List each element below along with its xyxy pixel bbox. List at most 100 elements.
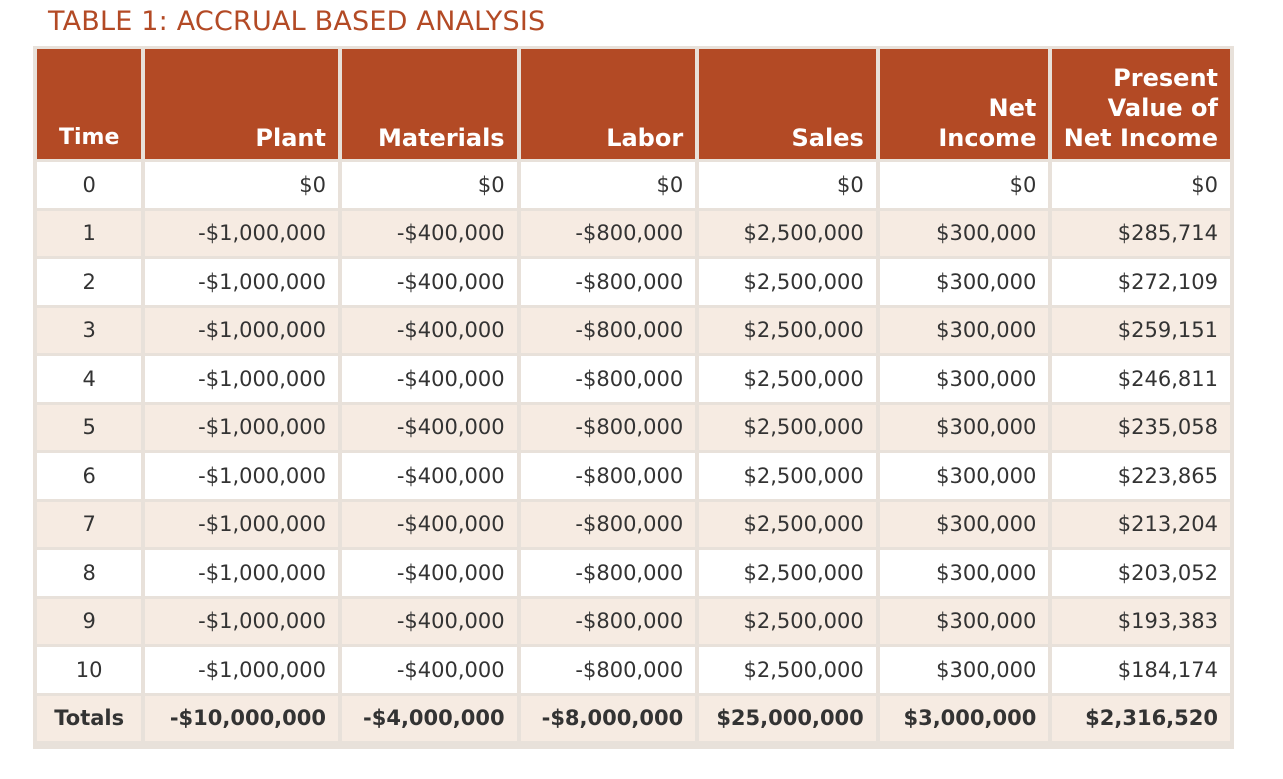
totals-plant: -$10,000,000 (145, 695, 338, 741)
cell-materials: -$400,000 (342, 453, 517, 499)
cell-labor: -$800,000 (520, 259, 696, 305)
header-row: Time Plant Materials Labor Sales Net Inc… (37, 49, 1230, 159)
table-row: 9 -$1,000,000 -$400,000 -$800,000 $2,500,000… (37, 598, 1230, 644)
cell-time: 3 (37, 307, 142, 353)
cell-materials: -$400,000 (342, 356, 517, 402)
cell-net-income: $300,000 (879, 259, 1049, 305)
header-plant: Plant (145, 49, 338, 159)
cell-labor: -$800,000 (520, 307, 696, 353)
cell-time: 5 (37, 404, 142, 450)
cell-materials: -$400,000 (342, 647, 517, 693)
cell-sales: $2,500,000 (699, 210, 876, 256)
cell-sales: $2,500,000 (699, 453, 876, 499)
cell-plant: -$1,000,000 (145, 404, 338, 450)
table-title: TABLE 1: ACCRUAL BASED ANALYSIS (48, 6, 546, 37)
cell-time: 0 (37, 162, 142, 208)
cell-net-income: $300,000 (879, 210, 1049, 256)
cell-net-income: $300,000 (879, 307, 1049, 353)
cell-net-income: $300,000 (879, 598, 1049, 644)
cell-plant: -$1,000,000 (145, 598, 338, 644)
cell-net-income: $300,000 (879, 453, 1049, 499)
table-row: 0 $0 $0 $0 $0 $0 $0 (37, 162, 1230, 208)
cell-present-value: $203,052 (1052, 550, 1230, 596)
header-materials: Materials (342, 49, 517, 159)
header-pv-line-3: Net Income (1063, 124, 1218, 152)
cell-present-value: $272,109 (1052, 259, 1230, 305)
table-row: 5 -$1,000,000 -$400,000 -$800,000 $2,500,000… (37, 404, 1230, 450)
table-row: 2 -$1,000,000 -$400,000 -$800,000 $2,500,000… (37, 259, 1230, 305)
cell-labor: -$800,000 (520, 598, 696, 644)
cell-sales: $2,500,000 (699, 356, 876, 402)
totals-row: Totals -$10,000,000 -$4,000,000 -$8,000,000… (37, 695, 1230, 741)
cell-net-income: $300,000 (879, 647, 1049, 693)
cell-net-income: $300,000 (879, 550, 1049, 596)
cell-present-value: $285,714 (1052, 210, 1230, 256)
cell-time: 2 (37, 259, 142, 305)
totals-time: Totals (37, 695, 142, 741)
table-container: Time Plant Materials Labor Sales Net Inc… (33, 46, 1234, 749)
cell-materials: -$400,000 (342, 210, 517, 256)
cell-present-value: $259,151 (1052, 307, 1230, 353)
cell-plant: -$1,000,000 (145, 356, 338, 402)
cell-present-value: $213,204 (1052, 501, 1230, 547)
cell-net-income: $0 (879, 162, 1049, 208)
cell-materials: $0 (342, 162, 517, 208)
cell-sales: $0 (699, 162, 876, 208)
accrual-analysis-table: Time Plant Materials Labor Sales Net Inc… (33, 46, 1234, 744)
table-row: 7 -$1,000,000 -$400,000 -$800,000 $2,500,000… (37, 501, 1230, 547)
table-row: 6 -$1,000,000 -$400,000 -$800,000 $2,500,000… (37, 453, 1230, 499)
totals-net-income: $3,000,000 (879, 695, 1049, 741)
cell-time: 8 (37, 550, 142, 596)
cell-sales: $2,500,000 (699, 307, 876, 353)
cell-net-income: $300,000 (879, 501, 1049, 547)
header-net-income: Net Income (879, 49, 1049, 159)
table-body: 0 $0 $0 $0 $0 $0 $0 1 -$1,000,000 -$400,000 -$800,… (37, 162, 1230, 741)
cell-labor: $0 (520, 162, 696, 208)
cell-present-value: $0 (1052, 162, 1230, 208)
header-pv-line-1: Present (1113, 64, 1218, 92)
cell-materials: -$400,000 (342, 307, 517, 353)
cell-materials: -$400,000 (342, 598, 517, 644)
cell-sales: $2,500,000 (699, 259, 876, 305)
cell-materials: -$400,000 (342, 259, 517, 305)
totals-materials: -$4,000,000 (342, 695, 517, 741)
table-row: 10 -$1,000,000 -$400,000 -$800,000 $2,500,00… (37, 647, 1230, 693)
cell-materials: -$400,000 (342, 550, 517, 596)
cell-time: 1 (37, 210, 142, 256)
table-row: 4 -$1,000,000 -$400,000 -$800,000 $2,500,000… (37, 356, 1230, 402)
header-labor: Labor (520, 49, 696, 159)
cell-sales: $2,500,000 (699, 501, 876, 547)
cell-present-value: $193,383 (1052, 598, 1230, 644)
header-present-value: Present Value of Net Income (1052, 49, 1230, 159)
cell-labor: -$800,000 (520, 550, 696, 596)
cell-time: 7 (37, 501, 142, 547)
cell-materials: -$400,000 (342, 404, 517, 450)
totals-present-value: $2,316,520 (1052, 695, 1230, 741)
cell-present-value: $223,865 (1052, 453, 1230, 499)
cell-plant: -$1,000,000 (145, 259, 338, 305)
header-net-income-line-2: Income (938, 124, 1037, 152)
cell-labor: -$800,000 (520, 453, 696, 499)
header-sales-line-1: Sales (791, 124, 864, 152)
cell-plant: -$1,000,000 (145, 307, 338, 353)
cell-present-value: $235,058 (1052, 404, 1230, 450)
totals-labor: -$8,000,000 (520, 695, 696, 741)
cell-sales: $2,500,000 (699, 550, 876, 596)
cell-time: 6 (37, 453, 142, 499)
header-materials-line-1: Materials (377, 124, 505, 152)
cell-plant: -$1,000,000 (145, 501, 338, 547)
header-net-income-line-1: Net (988, 94, 1037, 122)
header-pv-line-2: Value of (1107, 94, 1218, 122)
cell-plant: -$1,000,000 (145, 647, 338, 693)
cell-labor: -$800,000 (520, 501, 696, 547)
header-labor-line-1: Labor (606, 124, 684, 152)
header-time-line-1: Time (58, 125, 120, 150)
table-row: 1 -$1,000,000 -$400,000 -$800,000 $2,500,000… (37, 210, 1230, 256)
cell-net-income: $300,000 (879, 356, 1049, 402)
table-row: 8 -$1,000,000 -$400,000 -$800,000 $2,500,000… (37, 550, 1230, 596)
header-plant-line-1: Plant (255, 124, 326, 152)
cell-sales: $2,500,000 (699, 598, 876, 644)
cell-labor: -$800,000 (520, 210, 696, 256)
cell-time: 4 (37, 356, 142, 402)
cell-plant: -$1,000,000 (145, 453, 338, 499)
